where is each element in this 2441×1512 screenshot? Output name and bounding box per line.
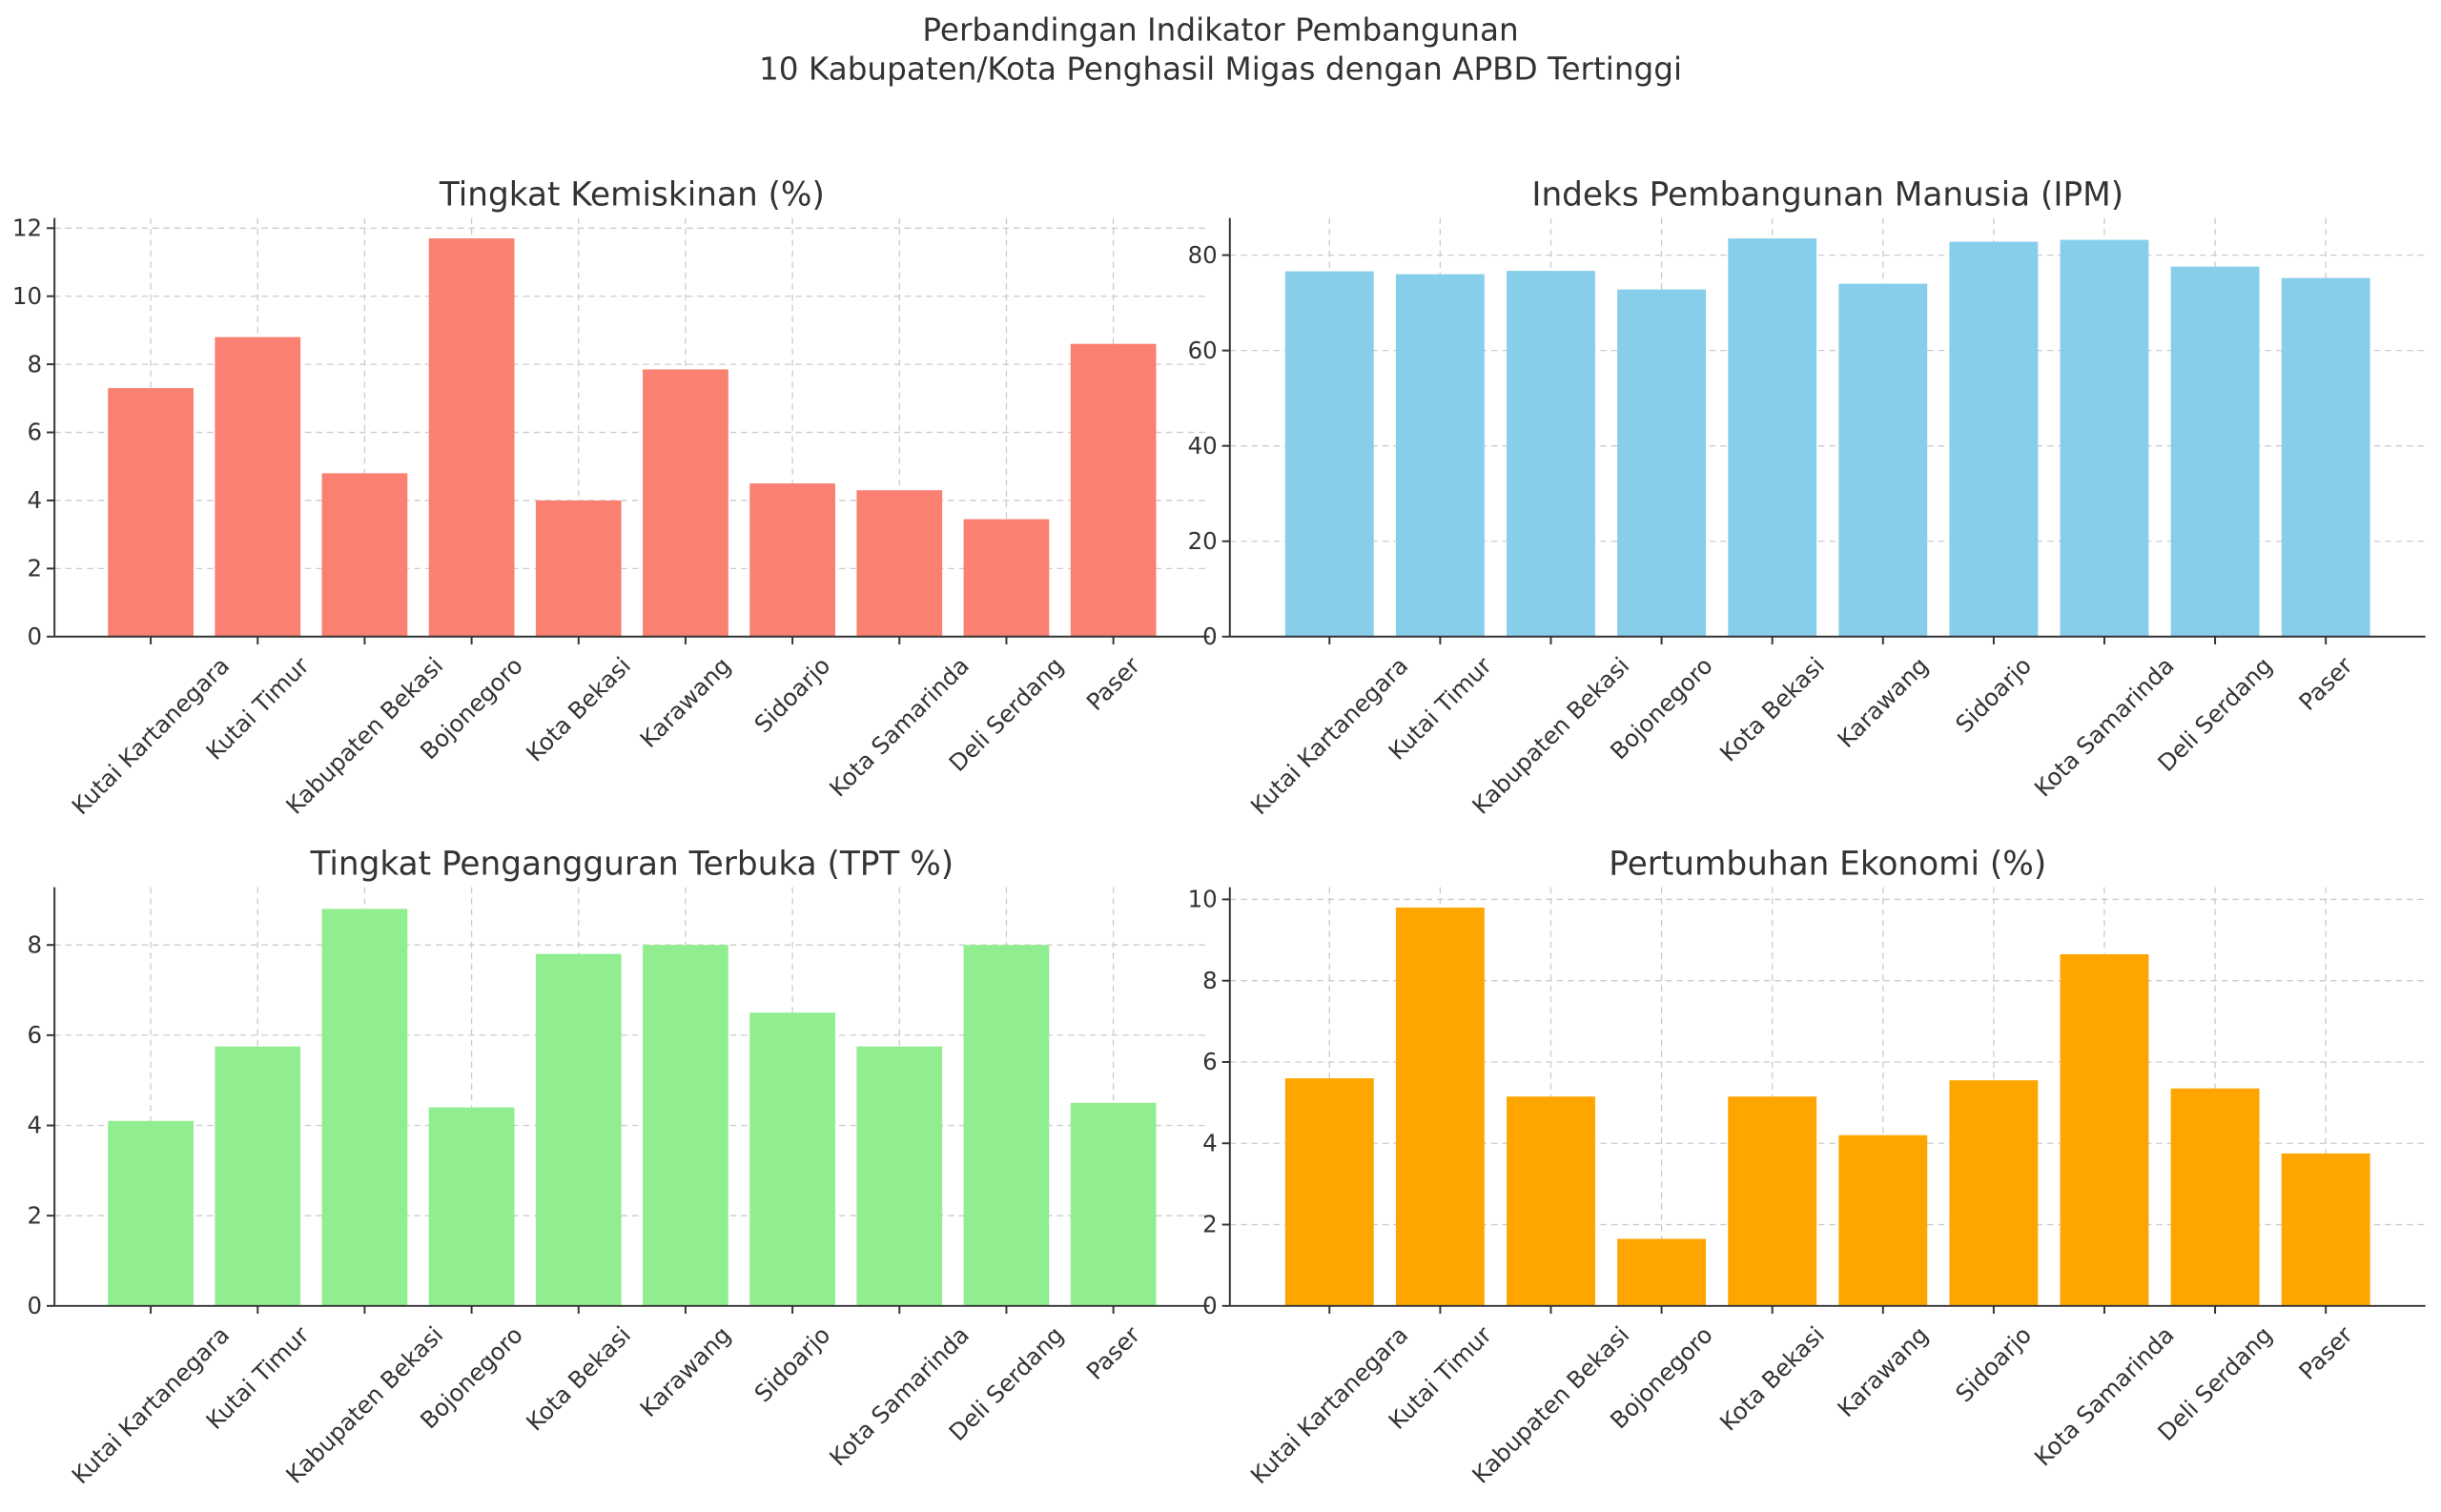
chart-title: Tingkat Pengangguran Terbuka (TPT %) [310, 846, 954, 884]
bar [1284, 1078, 1374, 1306]
bar [1395, 274, 1485, 637]
bar [1838, 283, 1928, 637]
bar [535, 953, 622, 1306]
bar [215, 337, 301, 637]
y-tick-label: 4 [28, 486, 43, 514]
y-tick-label: 0 [1202, 623, 1218, 650]
chart-title: Tingkat Kemiskinan (%) [439, 176, 825, 215]
bar [1617, 289, 1707, 637]
bar [1395, 907, 1485, 1306]
y-tick-label: 10 [1188, 886, 1218, 913]
bar [1949, 241, 2039, 637]
bar [1728, 1096, 1817, 1306]
y-tick-label: 20 [1188, 527, 1218, 555]
bar [321, 909, 408, 1306]
bar [108, 1120, 194, 1306]
x-tick-label: Karawang [634, 1321, 736, 1423]
y-tick-label: 6 [28, 419, 43, 446]
bar [2281, 1153, 2370, 1306]
y-tick-label: 8 [28, 350, 43, 378]
bar [963, 519, 1050, 637]
bar [1507, 1096, 1595, 1306]
x-tick-label: Paser [1081, 651, 1146, 716]
figure-subtitle: 10 Kabupaten/Kota Penghasil Migas dengan… [759, 51, 1682, 87]
y-tick-label: 4 [28, 1112, 43, 1139]
y-tick-label: 2 [28, 555, 43, 582]
bar [428, 1107, 515, 1306]
bar [1507, 271, 1595, 637]
chart-title: Indeks Pembangunan Manusia (IPM) [1531, 176, 2123, 215]
bar [1728, 238, 1817, 637]
y-tick-label: 0 [28, 1292, 43, 1319]
x-tick-label: Kota Samarinda [2029, 1321, 2180, 1472]
bar [2060, 239, 2149, 637]
x-tick-label: Kota Samarinda [824, 1321, 974, 1472]
x-tick-label: Sidoarjo [749, 651, 835, 738]
y-tick-label: 4 [1202, 1129, 1218, 1156]
y-tick-label: 2 [1202, 1211, 1218, 1238]
y-tick-label: 0 [1202, 1292, 1218, 1319]
x-tick-label: Karawang [634, 651, 736, 753]
x-tick-label: Kota Bekasi [521, 651, 636, 766]
bar [963, 945, 1050, 1306]
x-tick-label: Paser [2293, 1320, 2358, 1385]
bar [643, 945, 728, 1306]
bar [108, 388, 194, 637]
bar [321, 473, 408, 637]
x-tick-label: Karawang [1832, 1321, 1934, 1423]
y-tick-label: 80 [1188, 241, 1218, 269]
chart-title: Pertumbuhan Ekonomi (%) [1609, 846, 2046, 884]
y-tick-label: 10 [12, 282, 42, 310]
bar [643, 369, 728, 637]
bar [1838, 1134, 1928, 1306]
bar [749, 483, 835, 637]
bar [215, 1046, 301, 1306]
y-tick-label: 6 [28, 1021, 43, 1049]
bar [535, 500, 622, 637]
x-tick-label: Kota Samarinda [824, 651, 974, 802]
y-tick-label: 12 [12, 214, 42, 241]
bar [1070, 1102, 1157, 1306]
bar [2170, 266, 2260, 637]
bar [1617, 1238, 1707, 1306]
y-tick-label: 40 [1188, 432, 1218, 460]
x-tick-label: Sidoarjo [1950, 1320, 2037, 1407]
y-tick-label: 2 [28, 1201, 43, 1229]
x-tick-label: Kota Bekasi [521, 1321, 636, 1437]
bar [749, 1012, 835, 1306]
y-tick-label: 6 [1202, 1048, 1218, 1075]
bar [428, 238, 515, 637]
x-tick-label: Kabupaten Bekasi [1467, 652, 1634, 820]
bar [1070, 343, 1157, 637]
y-tick-label: 0 [28, 623, 43, 650]
bar [1949, 1080, 2039, 1306]
x-tick-label: Kutai Kartanegara [1245, 1321, 1414, 1490]
x-tick-label: Kabupaten Bekasi [1467, 1321, 1634, 1489]
x-tick-label: Karawang [1832, 651, 1934, 753]
bar [856, 490, 943, 637]
y-tick-label: 60 [1188, 337, 1218, 364]
x-tick-label: Paser [2293, 651, 2358, 716]
bar [1284, 271, 1374, 637]
bar [2281, 277, 2370, 637]
x-tick-label: Kota Bekasi [1714, 1321, 1830, 1437]
x-tick-label: Kota Samarinda [2029, 651, 2180, 802]
bar [2060, 953, 2149, 1306]
x-tick-label: Paser [1081, 1320, 1146, 1385]
y-tick-label: 8 [1202, 967, 1218, 994]
y-tick-label: 8 [28, 930, 43, 958]
figure-title: Perbandingan Indikator Pembangunan [922, 11, 1518, 48]
x-tick-label: Sidoarjo [1950, 651, 2037, 738]
bar [856, 1046, 943, 1306]
x-tick-label: Kutai Kartanegara [1245, 652, 1414, 821]
x-tick-label: Sidoarjo [749, 1320, 835, 1407]
x-tick-label: Kota Bekasi [1714, 651, 1830, 766]
bar [2170, 1088, 2260, 1306]
